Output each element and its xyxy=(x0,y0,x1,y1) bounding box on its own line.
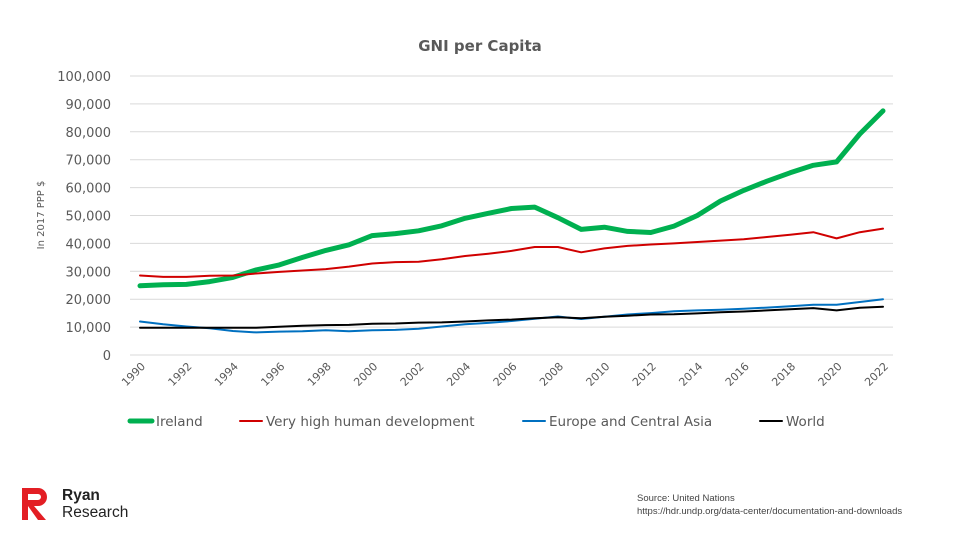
x-tick-label: 1998 xyxy=(305,360,334,389)
y-tick-label: 40,000 xyxy=(66,237,112,252)
series-line-very-high-human-development xyxy=(139,227,884,278)
y-tick-label: 80,000 xyxy=(66,126,112,141)
x-tick-label: 2008 xyxy=(537,360,566,389)
legend-label: Europe and Central Asia xyxy=(549,414,712,430)
series-line-europe-and-central-asia xyxy=(139,298,884,334)
y-tick-label: 60,000 xyxy=(66,182,112,197)
chart-title: GNI per Capita xyxy=(418,37,542,55)
legend: Ireland Very high human development Europe… xyxy=(127,414,825,430)
brand-name-line1: Ryan xyxy=(62,487,100,504)
x-tick-label: 2012 xyxy=(630,360,659,389)
brand-name-line2: Research xyxy=(62,504,129,521)
x-tick-label: 2000 xyxy=(351,360,380,389)
gridlines xyxy=(130,75,893,356)
gni-chart: GNI per Capita In 2017 PPP $ 0 10,000 20,0… xyxy=(36,37,893,430)
ryan-r-logo-icon xyxy=(22,488,47,520)
source-note: Source: United Nations https://hdr.undp.… xyxy=(637,492,902,518)
y-tick-label: 100,000 xyxy=(57,70,111,85)
x-tick-label: 2020 xyxy=(816,360,845,389)
x-tick-label: 1996 xyxy=(258,360,287,389)
ryan-research-logo: Ryan Research xyxy=(20,486,128,522)
x-tick-label: 2004 xyxy=(444,360,473,389)
series-line-ireland xyxy=(137,108,886,289)
series-lines xyxy=(137,108,886,334)
y-axis-label: In 2017 PPP $ xyxy=(36,181,47,250)
x-tick-label: 2002 xyxy=(398,360,427,389)
y-tick-label: 20,000 xyxy=(66,293,112,308)
x-tick-label: 1994 xyxy=(212,360,241,389)
y-tick-label: 10,000 xyxy=(66,321,112,336)
x-tick-label: 2010 xyxy=(584,360,613,389)
x-tick-label: 2006 xyxy=(491,360,520,389)
legend-label: World xyxy=(786,414,825,430)
legend-label: Very high human development xyxy=(266,414,475,430)
series-line-world xyxy=(139,305,884,329)
y-axis-ticks: 0 10,000 20,000 30,000 40,000 50,000 60,000 70,… xyxy=(57,70,111,364)
x-tick-label: 2014 xyxy=(676,360,705,389)
y-tick-label: 90,000 xyxy=(66,98,112,113)
x-axis-ticks: 1990 1992 1994 1996 1998 2000 2002 2004 2006 2008… xyxy=(119,360,891,389)
x-tick-label: 2022 xyxy=(862,360,891,389)
x-tick-label: 1992 xyxy=(166,360,195,389)
legend-label: Ireland xyxy=(156,414,203,430)
y-tick-label: 0 xyxy=(103,349,111,364)
y-tick-label: 70,000 xyxy=(66,154,112,169)
y-tick-label: 30,000 xyxy=(66,265,112,280)
y-tick-label: 50,000 xyxy=(66,210,112,225)
x-tick-label: 2016 xyxy=(723,360,752,389)
x-tick-label: 2018 xyxy=(769,360,798,389)
source-url: https://hdr.undp.org/data-center/documen… xyxy=(637,506,903,517)
x-tick-label: 1990 xyxy=(119,360,148,389)
source-label: Source: United Nations xyxy=(637,493,735,504)
